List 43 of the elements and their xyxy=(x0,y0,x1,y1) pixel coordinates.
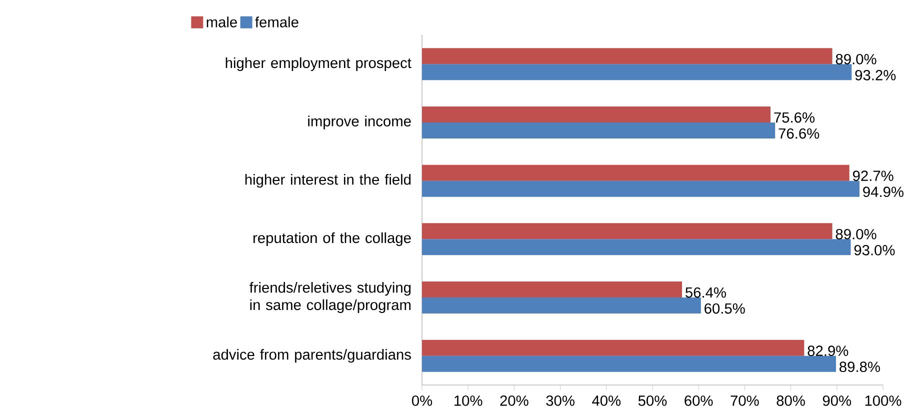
bar xyxy=(422,298,701,314)
data-label: 89.8% xyxy=(840,362,880,372)
x-tick-label: 80% xyxy=(776,396,805,406)
bar xyxy=(422,223,832,240)
y-tick-label: advice from parents/guardians xyxy=(213,349,411,363)
bar xyxy=(422,340,804,356)
legend-label: female xyxy=(255,16,298,28)
x-tick-label: 70% xyxy=(730,396,759,406)
x-tick-label: 40% xyxy=(592,396,621,406)
data-label: 93.0% xyxy=(854,244,895,256)
y-tick-label: friends/reletives studying in same collage/program xyxy=(249,282,411,313)
y-tick-label: improve income xyxy=(308,116,411,130)
data-label: 82.9% xyxy=(808,346,848,356)
x-tick-label: 60% xyxy=(684,396,713,406)
x-tick-label: 100% xyxy=(865,396,902,406)
data-label: 89.0% xyxy=(836,228,876,240)
y-tick-label: higher employment prospect xyxy=(226,57,412,71)
data-label: 75.6% xyxy=(774,112,814,123)
x-tick-label: 20% xyxy=(500,396,528,406)
bar xyxy=(422,282,682,298)
x-tick-label: 50% xyxy=(638,396,667,406)
bar xyxy=(422,106,771,122)
x-tick-label: 10% xyxy=(454,396,482,406)
bar xyxy=(422,180,860,197)
bar xyxy=(422,48,832,64)
data-label: 93.2% xyxy=(855,70,896,80)
bar xyxy=(422,239,851,256)
x-tick-label: 0% xyxy=(412,396,432,406)
y-tick-label: reputation of the collage xyxy=(254,232,411,246)
data-label: 92.7% xyxy=(852,170,894,182)
data-label: 89.0% xyxy=(836,54,876,64)
x-tick-label: 30% xyxy=(546,396,574,406)
bar xyxy=(422,122,776,138)
data-label: 94.9% xyxy=(863,186,904,198)
y-tick-label: higher interest in the field xyxy=(245,174,411,188)
bar xyxy=(422,356,836,372)
legend-label: male xyxy=(206,16,237,28)
bar xyxy=(422,164,850,181)
x-tick-label: 90% xyxy=(822,396,852,406)
data-label: 76.6% xyxy=(778,128,820,139)
bar xyxy=(422,64,852,80)
data-label: 56.4% xyxy=(686,287,726,298)
data-label: 60.5% xyxy=(704,303,745,314)
